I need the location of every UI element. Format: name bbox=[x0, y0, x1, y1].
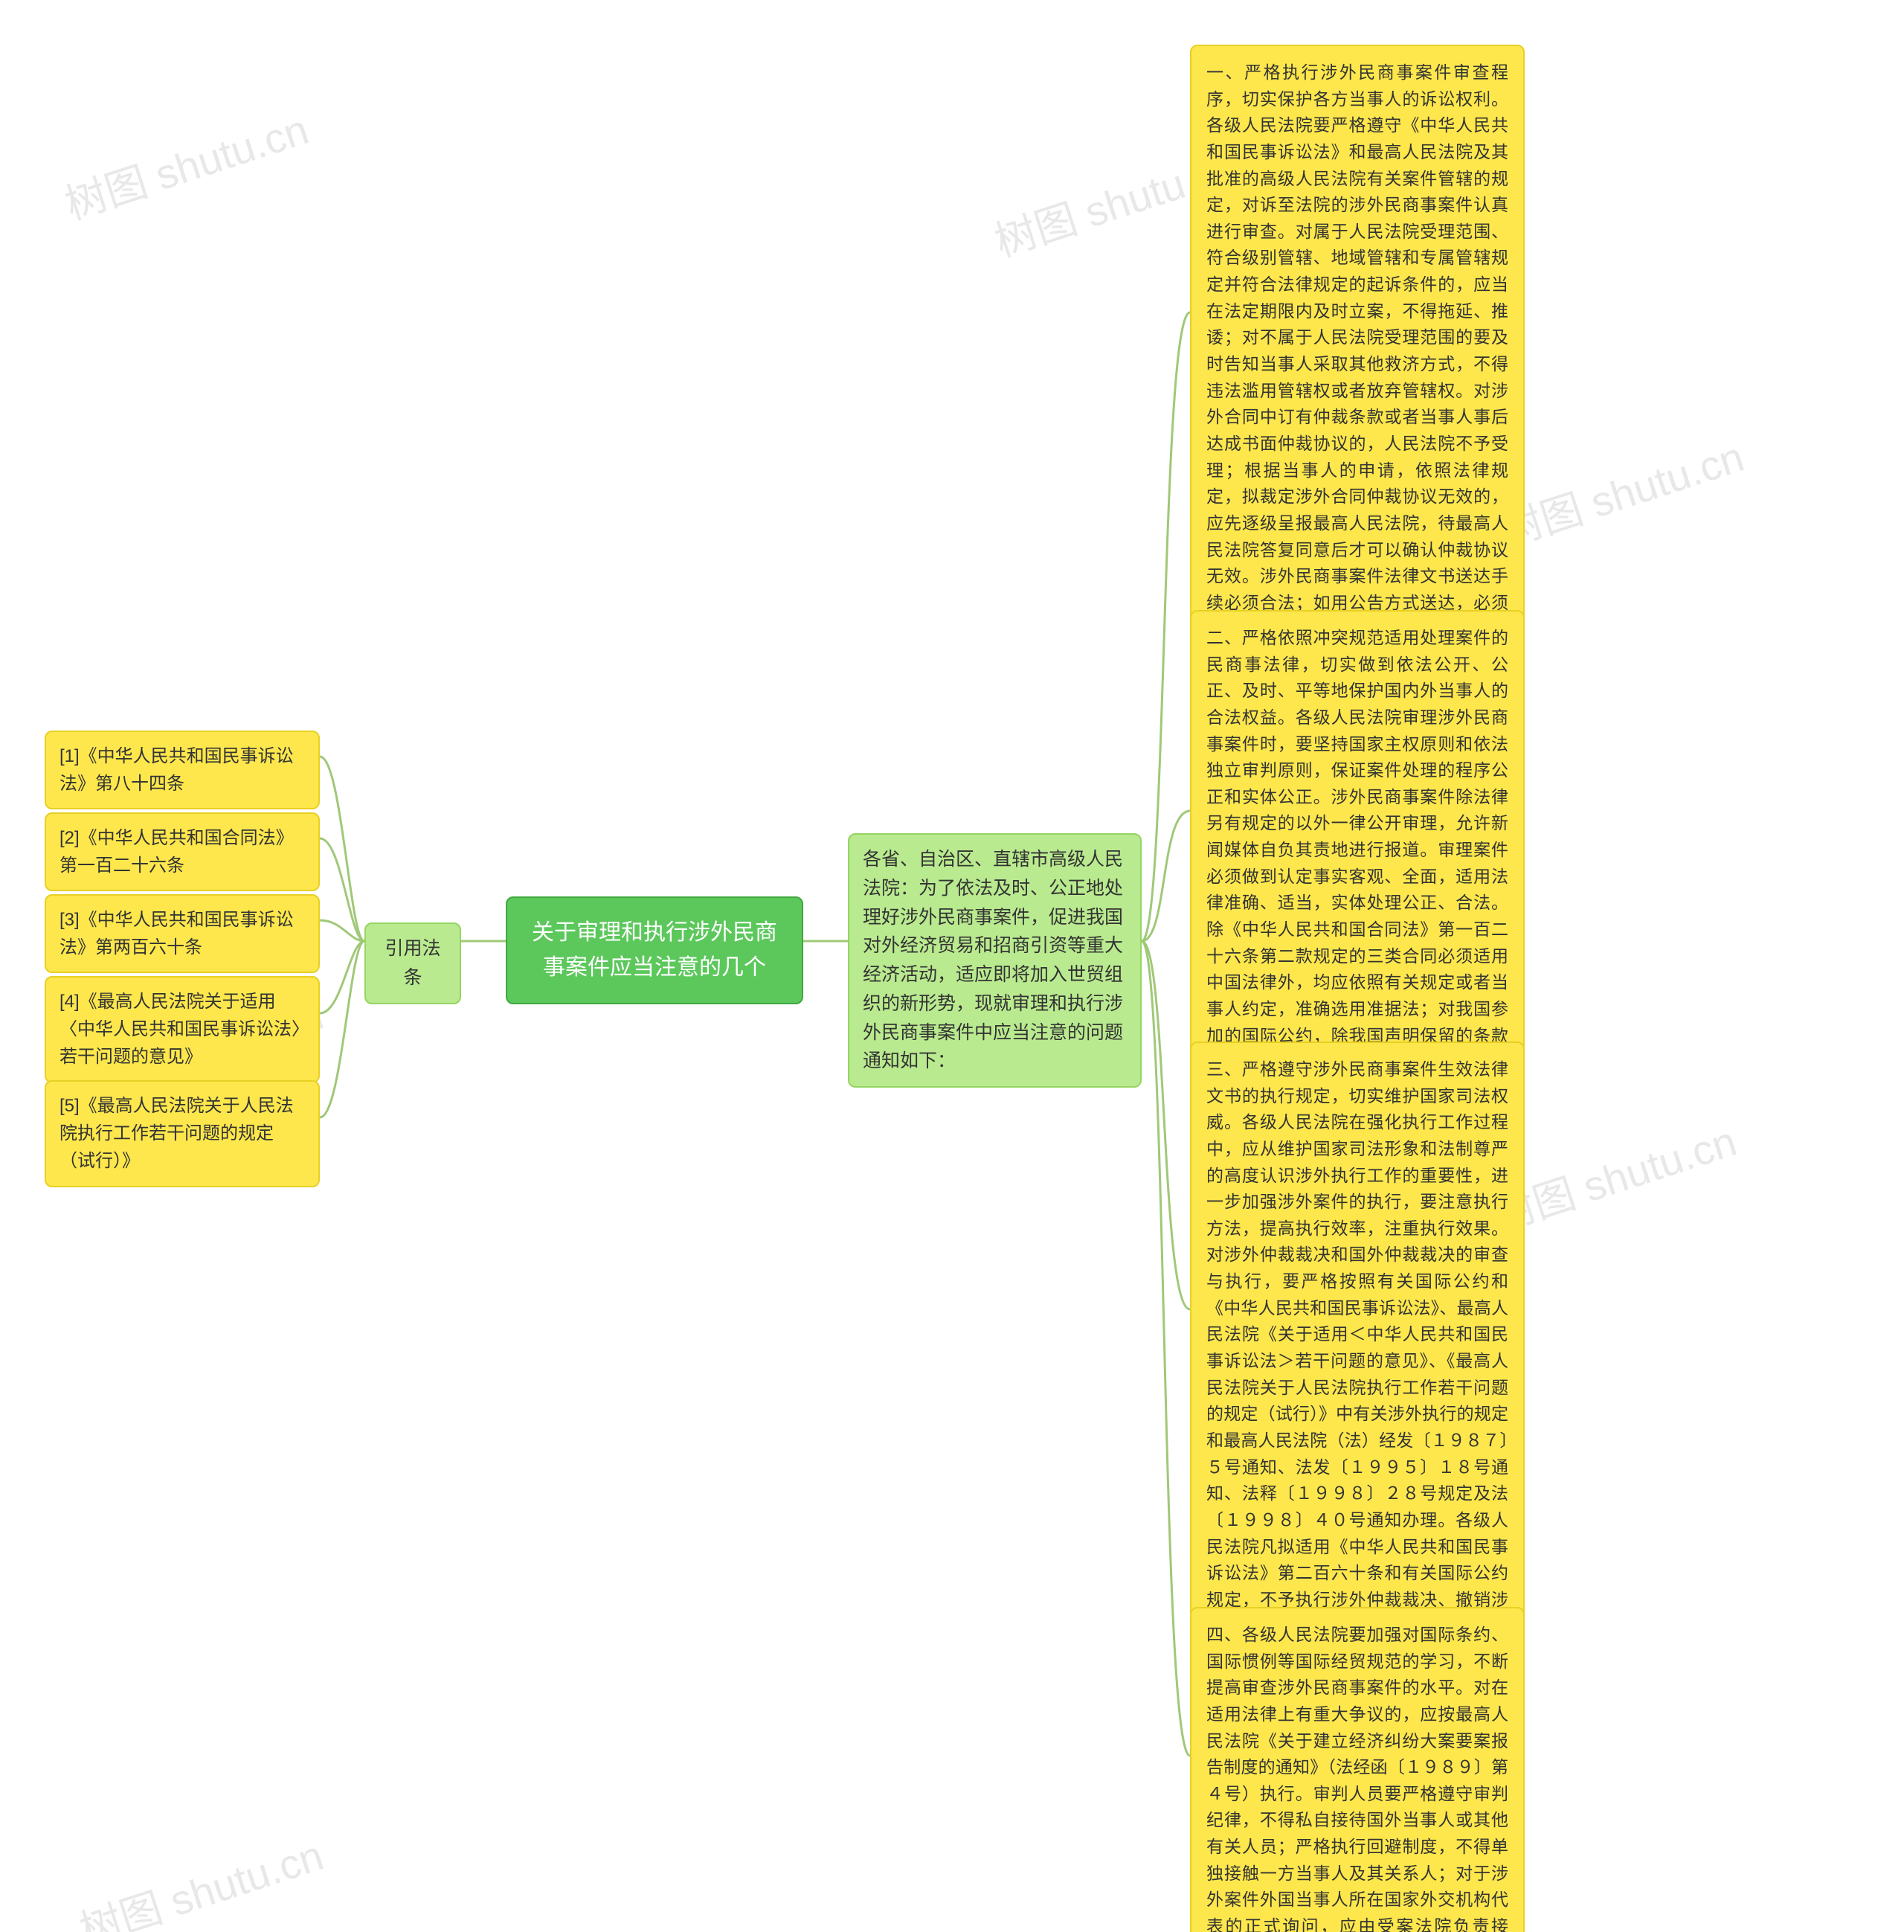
ref-item: [2]《中华人民共和国合同法》第一百二十六条 bbox=[45, 812, 320, 891]
notice-item-4: 四、各级人民法院要加强对国际条约、国际惯例等国际经贸规范的学习，不断提高审查涉外… bbox=[1190, 1607, 1525, 1932]
ref-item: [3]《中华人民共和国民事诉讼法》第两百六十条 bbox=[45, 894, 320, 973]
root-node: 关于审理和执行涉外民商事案件应当注意的几个 bbox=[506, 896, 803, 1004]
watermark: 树图 shutu.cn bbox=[57, 97, 315, 232]
ref-item: [1]《中华人民共和国民事诉讼法》第八十四条 bbox=[45, 731, 320, 809]
watermark: 树图 shutu.cn bbox=[1492, 424, 1751, 559]
ref-item: [4]《最高人民法院关于适用〈中华人民共和国民事诉讼法〉若干问题的意见》 bbox=[45, 976, 320, 1083]
left-hub: 引用法条 bbox=[364, 922, 461, 1004]
watermark: 树图 shutu.cn bbox=[71, 1823, 330, 1932]
ref-item: [5]《最高人民法院关于人民法院执行工作若干问题的规定（试行）》 bbox=[45, 1080, 320, 1187]
right-hub: 各省、自治区、直辖市高级人民法院：为了依法及时、公正地处理好涉外民商事案件，促进… bbox=[848, 833, 1142, 1088]
